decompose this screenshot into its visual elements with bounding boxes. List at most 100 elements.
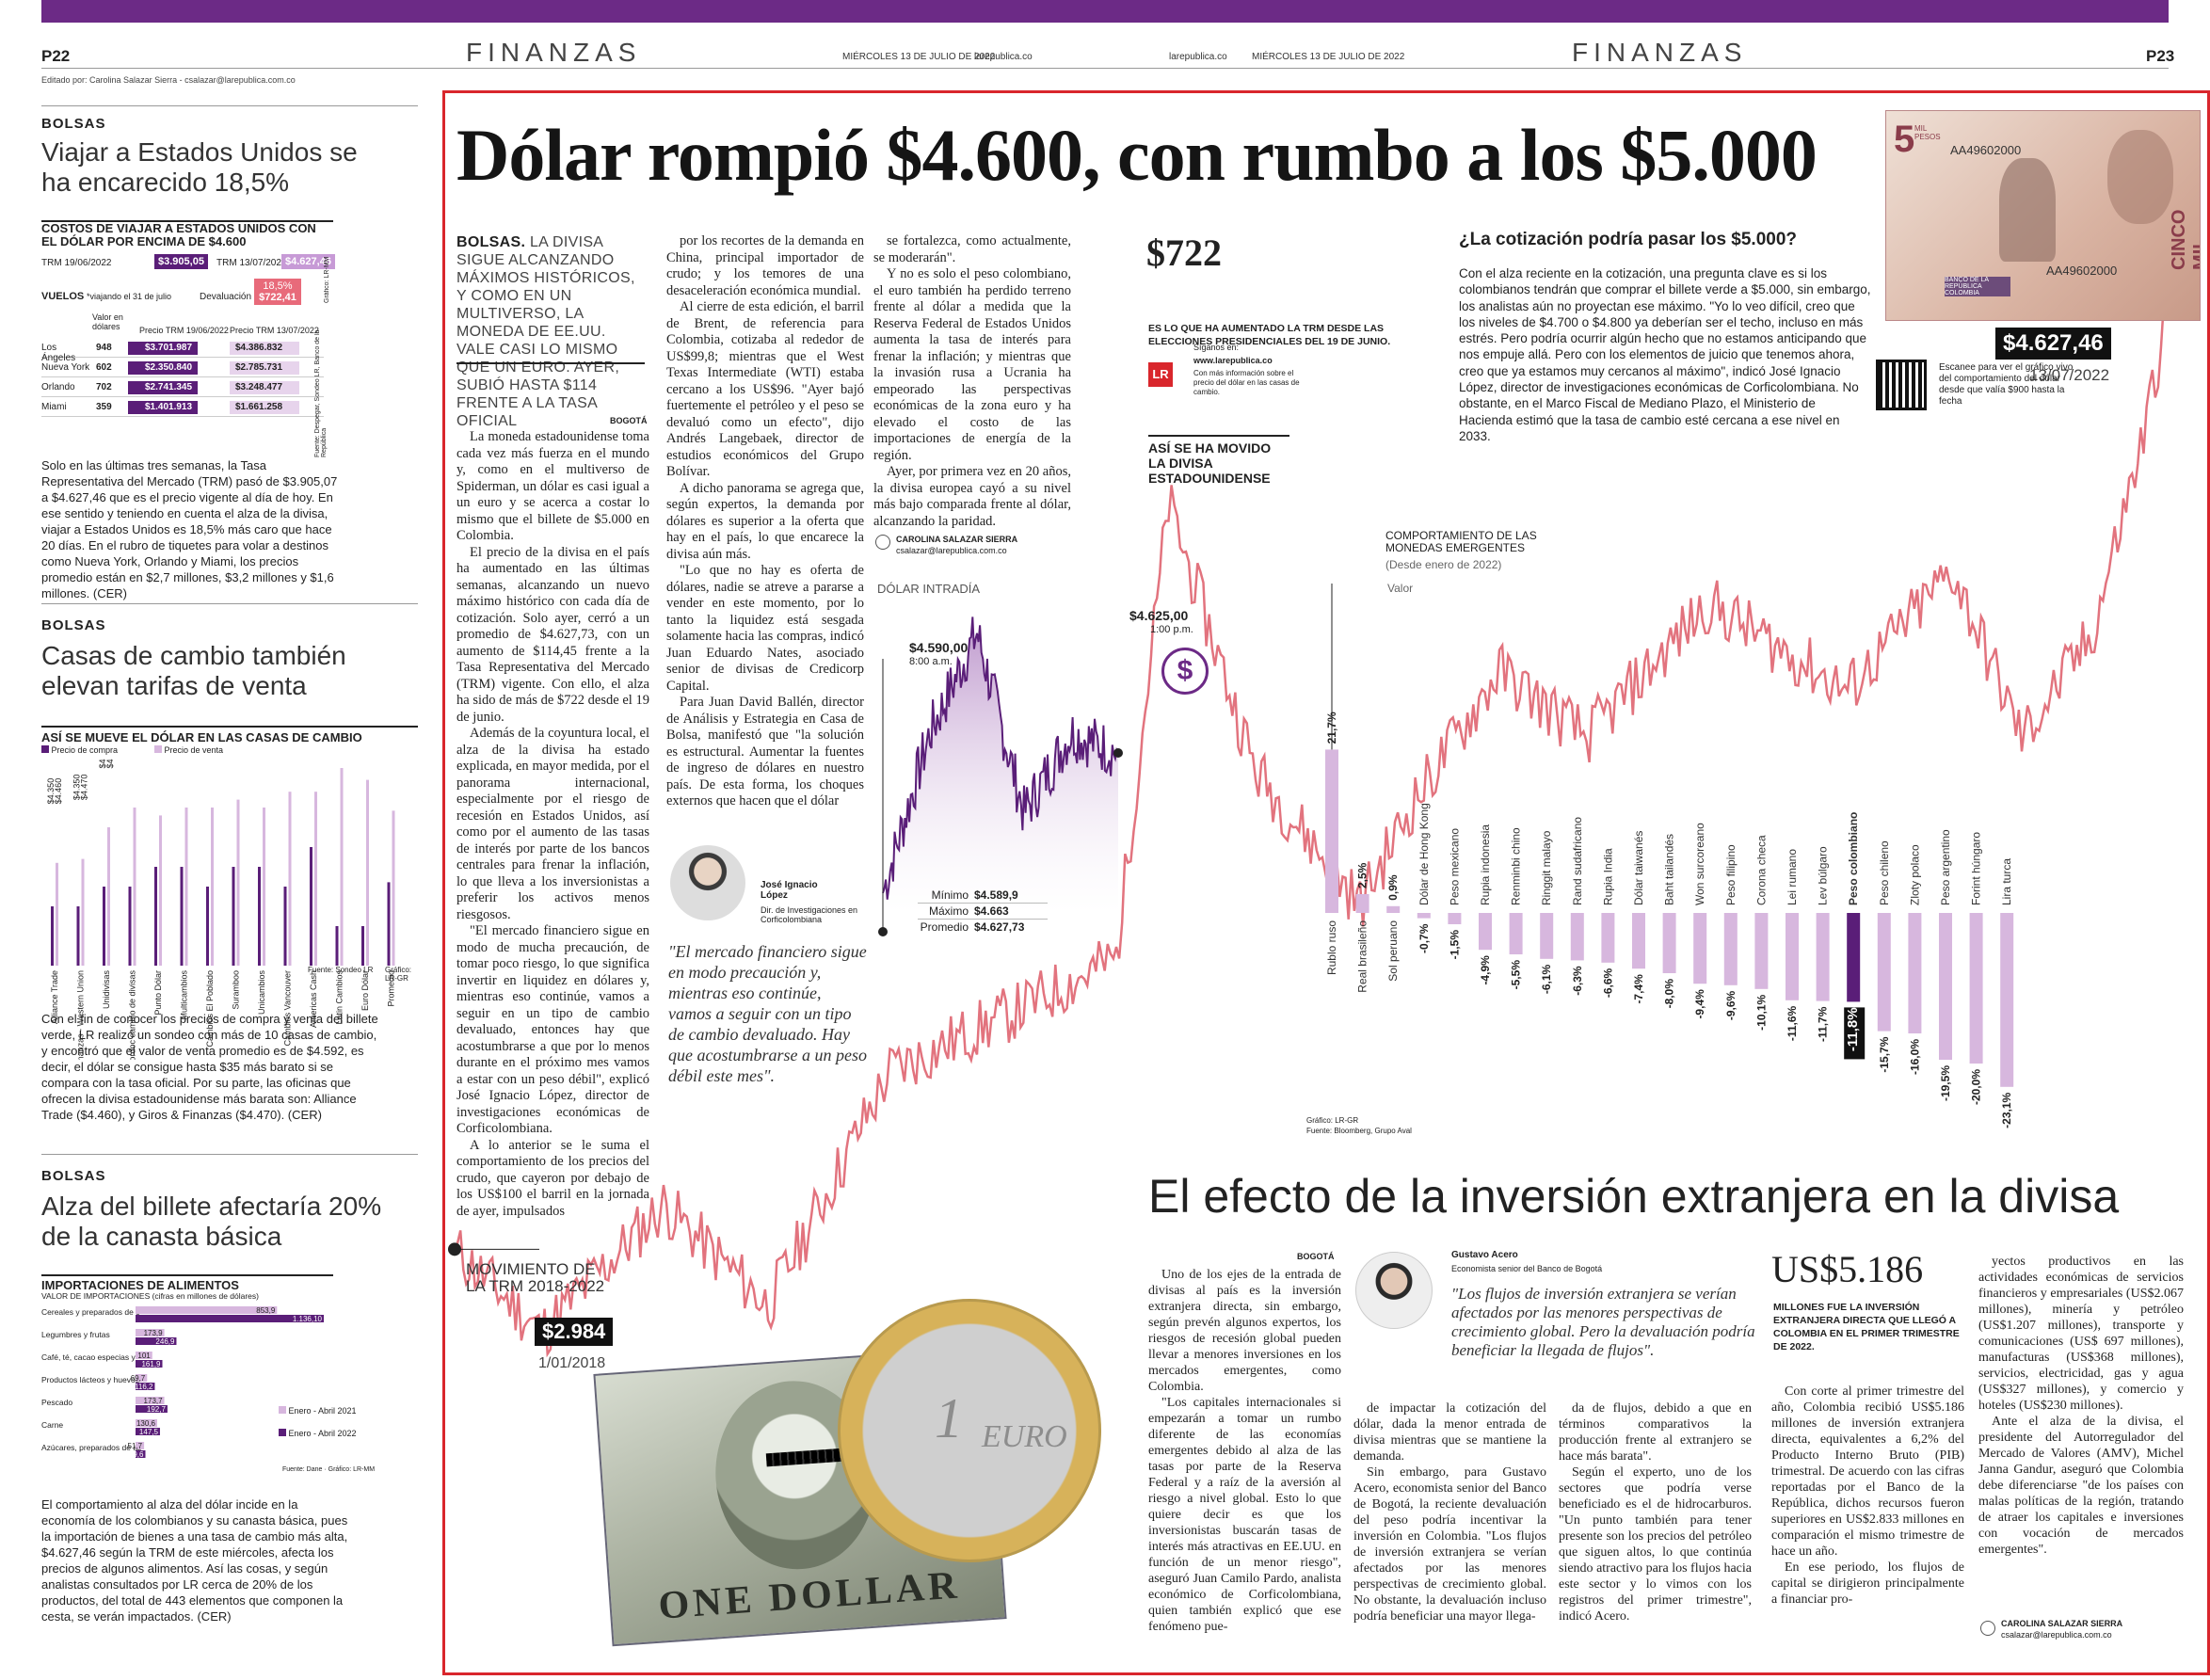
quote-name: José Ignacio López: [761, 880, 818, 901]
story1-kicker: BOLSAS: [41, 116, 106, 132]
currency-name: Corona checa: [1754, 835, 1768, 905]
sidebar: BOLSAS Viajar a Estados Unidos se ha enc…: [41, 90, 418, 1672]
currency-bar: [1417, 913, 1431, 919]
invest-author-email[interactable]: csalazar@larepublica.com.co: [2001, 1630, 2112, 1640]
paragraph: por los recortes de la demanda en China,…: [666, 233, 864, 298]
value-label-2022: 161,9: [141, 1360, 161, 1368]
currency-name: Baht tailandés: [1663, 834, 1676, 905]
paragraph: Con corte al primer trimestre del año, C…: [1771, 1384, 1964, 1559]
paragraph: Para Juan David Ballén, director de Anál…: [666, 695, 864, 808]
price-bar-trm2: $3.248.477: [230, 381, 299, 394]
flights-note: *viajando el 31 de julio: [87, 292, 172, 301]
category-label: Latin Cambios: [335, 970, 344, 1025]
currency-value-label: -23,1%: [2000, 1092, 2013, 1128]
question-title: ¿La cotización podría pasar los $5.000?: [1459, 230, 1798, 249]
legend-2022: Enero - Abril 2022: [279, 1429, 363, 1438]
currency-name: Rupia India: [1601, 848, 1614, 905]
trm2-value: $4.627,46: [281, 254, 335, 269]
cell-usd: 702: [96, 382, 112, 392]
currency-name: Peso filipino: [1724, 844, 1738, 905]
currency-name: Won surcoreano: [1693, 823, 1706, 905]
paragraph: El precio de la divisa en el país ha aum…: [456, 544, 649, 725]
currency-value-label: -9,4%: [1693, 989, 1706, 1019]
bar-buy: [258, 867, 261, 966]
currency-name: Sol peruano: [1386, 920, 1400, 982]
dollar-icon: $: [1161, 648, 1209, 695]
divider: [41, 603, 418, 604]
col-usd-header: Valor en dólares: [92, 312, 123, 331]
header-site-right[interactable]: larepublica.co: [1169, 52, 1227, 62]
value-label-2021: 69,7: [131, 1374, 146, 1383]
currency-value-label: -20,0%: [1970, 1069, 1983, 1105]
bar-sell: [133, 808, 136, 966]
intraday-chart: [878, 616, 1123, 936]
story2-text: Con el fin de conocer los precios de com…: [41, 1012, 378, 1122]
currency-name: Peso chileno: [1878, 840, 1891, 905]
cell-city: Orlando: [41, 382, 75, 392]
emerging-subtitle: (Desde enero de 2022): [1385, 558, 1502, 571]
bar-2021: [136, 1374, 148, 1382]
header-date-left: MIÉRCOLES 13 DE JULIO DE 2022: [842, 52, 996, 62]
euro-coin-image: 1 EURO: [838, 1299, 1101, 1562]
emerging-value-label: Valor: [1387, 582, 1414, 595]
currency-bar: [1386, 905, 1401, 913]
paragraph: La moneda estadounidense toma cada vez m…: [456, 429, 649, 543]
bar-sell: [340, 768, 344, 966]
bar-2022: [136, 1428, 160, 1435]
banknote-serial: AA49602000: [1950, 143, 2022, 157]
qr-code[interactable]: [1876, 360, 1927, 410]
currency-value-label: -5,5%: [1510, 960, 1523, 990]
category-label: Cordoc cambio de divisas: [128, 970, 137, 1060]
bar-2021: [136, 1306, 278, 1314]
trm1-value: $3.905,05: [154, 254, 208, 269]
invest-title: El efecto de la inversión extranjera en …: [1148, 1170, 2120, 1223]
bar-sell: [159, 815, 162, 966]
currency-value-label: -11,8%: [1845, 1007, 1861, 1051]
currency-value-label: -7,4%: [1632, 974, 1645, 1004]
currency-bar: [1723, 913, 1738, 985]
article-col-1: La moneda estadounidense toma cada vez m…: [456, 429, 649, 1220]
euro-text: EURO: [982, 1419, 1067, 1454]
price-bar-trm2: $2.785.731: [230, 361, 299, 375]
price-bar-trm1: $2.741.345: [128, 381, 198, 394]
label-buy: $4.400: [98, 759, 107, 769]
header-site-left[interactable]: larepublica.co: [974, 52, 1033, 62]
category-label: Euro Dólar: [360, 970, 370, 1011]
bar-buy: [103, 887, 105, 966]
category-label: Unidivisas: [102, 970, 111, 1010]
legend-2021: Enero - Abril 2021: [279, 1406, 363, 1416]
category-label: Alliance Trade: [50, 970, 59, 1024]
bar-sell: [56, 862, 58, 966]
intro-text: LA DIVISA SIGUE ALCANZANDO MÁXIMOS HISTÓ…: [456, 234, 635, 429]
category-label: Cambios El Poblado: [205, 970, 215, 1048]
devaluation-value: $722,41: [259, 292, 296, 303]
follow-site[interactable]: www.larepublica.co: [1193, 356, 1273, 365]
cell-usd: 948: [96, 343, 112, 353]
page-number-left: P22: [41, 47, 71, 65]
table-row: Los Ángeles 948 $3.701.987 $4.386.832: [41, 339, 324, 363]
intraday-label: DÓLAR INTRADÍA: [877, 582, 981, 596]
bar-2021: [136, 1419, 157, 1427]
headline: Dólar rompió $4.600, con rumbo a los $5.…: [456, 114, 1818, 196]
intro: BOLSAS. LA DIVISA SIGUE ALCANZANDO MÁXIM…: [456, 233, 645, 430]
trm-start-value: $2.984: [535, 1318, 614, 1346]
bar-sell: [288, 792, 292, 966]
currency-value-label: -16,0%: [1908, 1039, 1921, 1075]
article-col-2: por los recortes de la demanda en China,…: [666, 233, 864, 810]
lr-logo[interactable]: LR: [1148, 362, 1173, 387]
bar-sell: [314, 792, 317, 966]
cell-city: Los Ángeles: [41, 343, 76, 363]
category-label: Carne: [41, 1420, 63, 1430]
currency-value-label: -11,6%: [1786, 1005, 1799, 1041]
highlight-label-bg: [1844, 1007, 1866, 1060]
bar-sell: [236, 799, 240, 966]
follow-text: Con más información sobre el precio del …: [1193, 369, 1300, 396]
author-email[interactable]: csalazar@larepublica.com.co: [896, 546, 1007, 555]
follow-label: Síganos en:: [1193, 343, 1240, 352]
bar-buy: [310, 847, 312, 966]
table-row: Miami 359 $1.401.913 $1.661.258: [41, 398, 324, 417]
currency-name: Lev búlgaro: [1817, 846, 1830, 905]
currency-name: Rublo ruso: [1325, 920, 1338, 975]
bar-buy: [361, 926, 364, 966]
flights-label: VUELOS: [41, 291, 85, 302]
